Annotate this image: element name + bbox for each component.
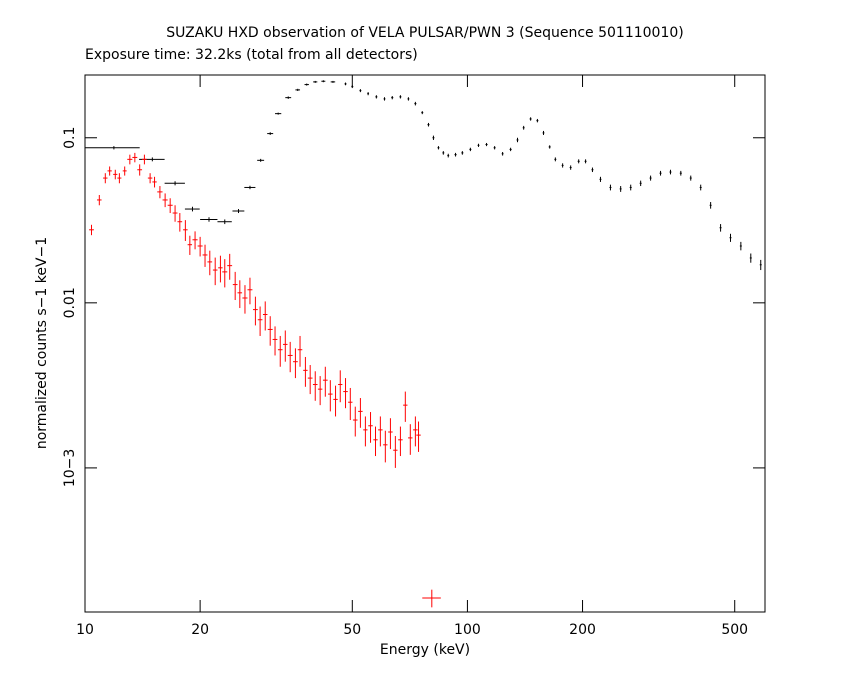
x-tick-label: 100: [454, 622, 481, 638]
y-axis-label: normalized counts s−1 keV−1: [34, 237, 50, 449]
plot-area: [85, 80, 762, 608]
x-axis-label: Energy (keV): [380, 642, 470, 658]
x-tick-label: 10: [76, 622, 94, 638]
chart-title: SUZAKU HXD observation of VELA PULSAR/PW…: [166, 25, 684, 41]
x-tick-label: 500: [721, 622, 748, 638]
y-tick-label: 0.1: [62, 127, 78, 149]
chart-subtitle: Exposure time: 32.2ks (total from all de…: [85, 47, 418, 63]
x-tick-label: 20: [191, 622, 209, 638]
plot-frame: [84, 74, 766, 613]
x-tick-label: 50: [343, 622, 361, 638]
x-tick-label: 200: [569, 622, 596, 638]
y-tick-label: 0.01: [62, 287, 78, 318]
y-tick-label: 10−3: [62, 449, 78, 487]
